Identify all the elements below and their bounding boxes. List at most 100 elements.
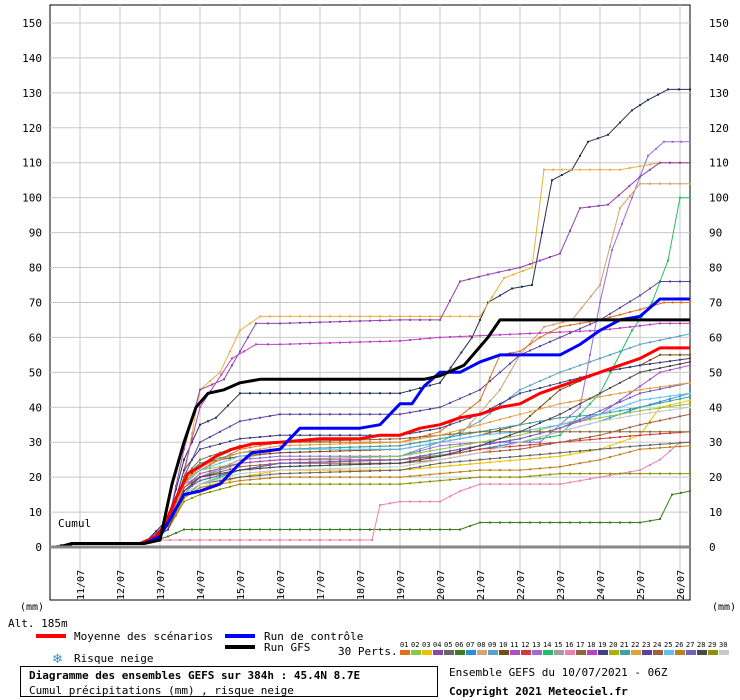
series-marker [539, 467, 541, 470]
series-marker [549, 442, 551, 445]
member-color-swatch [686, 650, 696, 655]
series-marker [569, 472, 571, 475]
series-marker [529, 446, 531, 449]
series-marker [167, 528, 169, 531]
series-marker [349, 456, 351, 459]
series-marker [309, 450, 311, 453]
series-marker [669, 337, 671, 340]
series-marker [209, 380, 211, 383]
series-marker [449, 443, 451, 446]
series-marker [379, 319, 381, 322]
series-marker [439, 441, 441, 444]
series-marker [503, 277, 505, 280]
y-tick-label: 120 [22, 122, 42, 135]
series-marker [259, 453, 261, 456]
series-marker [399, 500, 401, 503]
series-marker [379, 528, 381, 531]
series-marker [649, 420, 651, 423]
series-marker [439, 479, 441, 482]
member-id-label: 29 [708, 641, 716, 649]
series-marker [339, 341, 341, 344]
series-marker [479, 483, 481, 486]
series-marker [183, 469, 185, 472]
series-marker [379, 340, 381, 343]
series-marker [619, 350, 621, 353]
series-marker [259, 474, 261, 477]
series-marker [619, 435, 621, 438]
series-marker [549, 405, 551, 408]
series-marker [539, 483, 541, 486]
series-marker [439, 437, 441, 440]
series-marker [489, 412, 491, 415]
series-marker [589, 323, 591, 326]
series-marker [469, 470, 471, 473]
series-marker [689, 196, 691, 199]
series-marker [191, 497, 193, 500]
series-marker [519, 448, 521, 451]
series-marker [649, 362, 651, 365]
series-marker [639, 448, 641, 451]
series-marker [239, 420, 241, 423]
series-marker [599, 458, 601, 461]
series-marker [429, 442, 431, 445]
y-tick-label: 50 [29, 366, 42, 379]
series-marker [399, 448, 401, 451]
series-marker [639, 399, 641, 402]
series-marker [279, 322, 281, 325]
series-marker [469, 416, 471, 419]
series-marker [479, 423, 481, 426]
series-marker [539, 474, 541, 477]
series-marker [349, 467, 351, 470]
member-color-swatch [466, 650, 476, 655]
series-marker [183, 490, 185, 493]
series-marker [479, 462, 481, 465]
series-marker [279, 465, 281, 468]
series-marker [429, 466, 431, 469]
series-marker [439, 315, 441, 318]
series-marker [599, 434, 601, 437]
y-tick-label: 120 [709, 122, 729, 135]
series-marker [669, 360, 671, 363]
series-marker [479, 411, 481, 414]
series-marker [609, 168, 611, 171]
series-marker [209, 490, 211, 493]
series-marker [579, 399, 581, 402]
series-marker [629, 300, 631, 303]
series-marker [649, 443, 651, 446]
series-marker [509, 333, 511, 336]
series-marker [609, 521, 611, 524]
series-marker [419, 441, 421, 444]
series-marker [549, 473, 551, 476]
series-marker [191, 488, 193, 491]
series-marker [509, 443, 511, 446]
series-marker [561, 173, 563, 176]
series-marker [579, 479, 581, 482]
series-marker [659, 161, 661, 164]
series-marker [255, 343, 257, 346]
series-marker [589, 168, 591, 171]
series-marker [389, 465, 391, 468]
series-marker [609, 472, 611, 475]
series-marker [519, 437, 521, 440]
series-marker [399, 469, 401, 472]
member-id-label: 07 [466, 641, 474, 649]
member-legend: 01 02 03 04 05 06 07 08 09 10 11 12 13 14 15 16 17 18 19 20… [400, 641, 729, 655]
series-marker [679, 322, 681, 325]
series-marker [239, 483, 241, 486]
series-marker [409, 463, 411, 466]
series-line [50, 318, 690, 549]
series-marker [379, 483, 381, 486]
series-marker [689, 360, 691, 363]
series-marker [399, 528, 401, 531]
series-marker [349, 392, 351, 395]
series-marker [489, 449, 491, 452]
series-marker [649, 378, 651, 381]
series-marker [479, 430, 481, 433]
series-marker [259, 472, 261, 475]
series-marker [499, 294, 501, 297]
series-marker [679, 472, 681, 475]
series-marker [379, 476, 381, 479]
series-marker [569, 415, 571, 418]
series-marker [223, 378, 225, 381]
series-marker [569, 229, 571, 232]
